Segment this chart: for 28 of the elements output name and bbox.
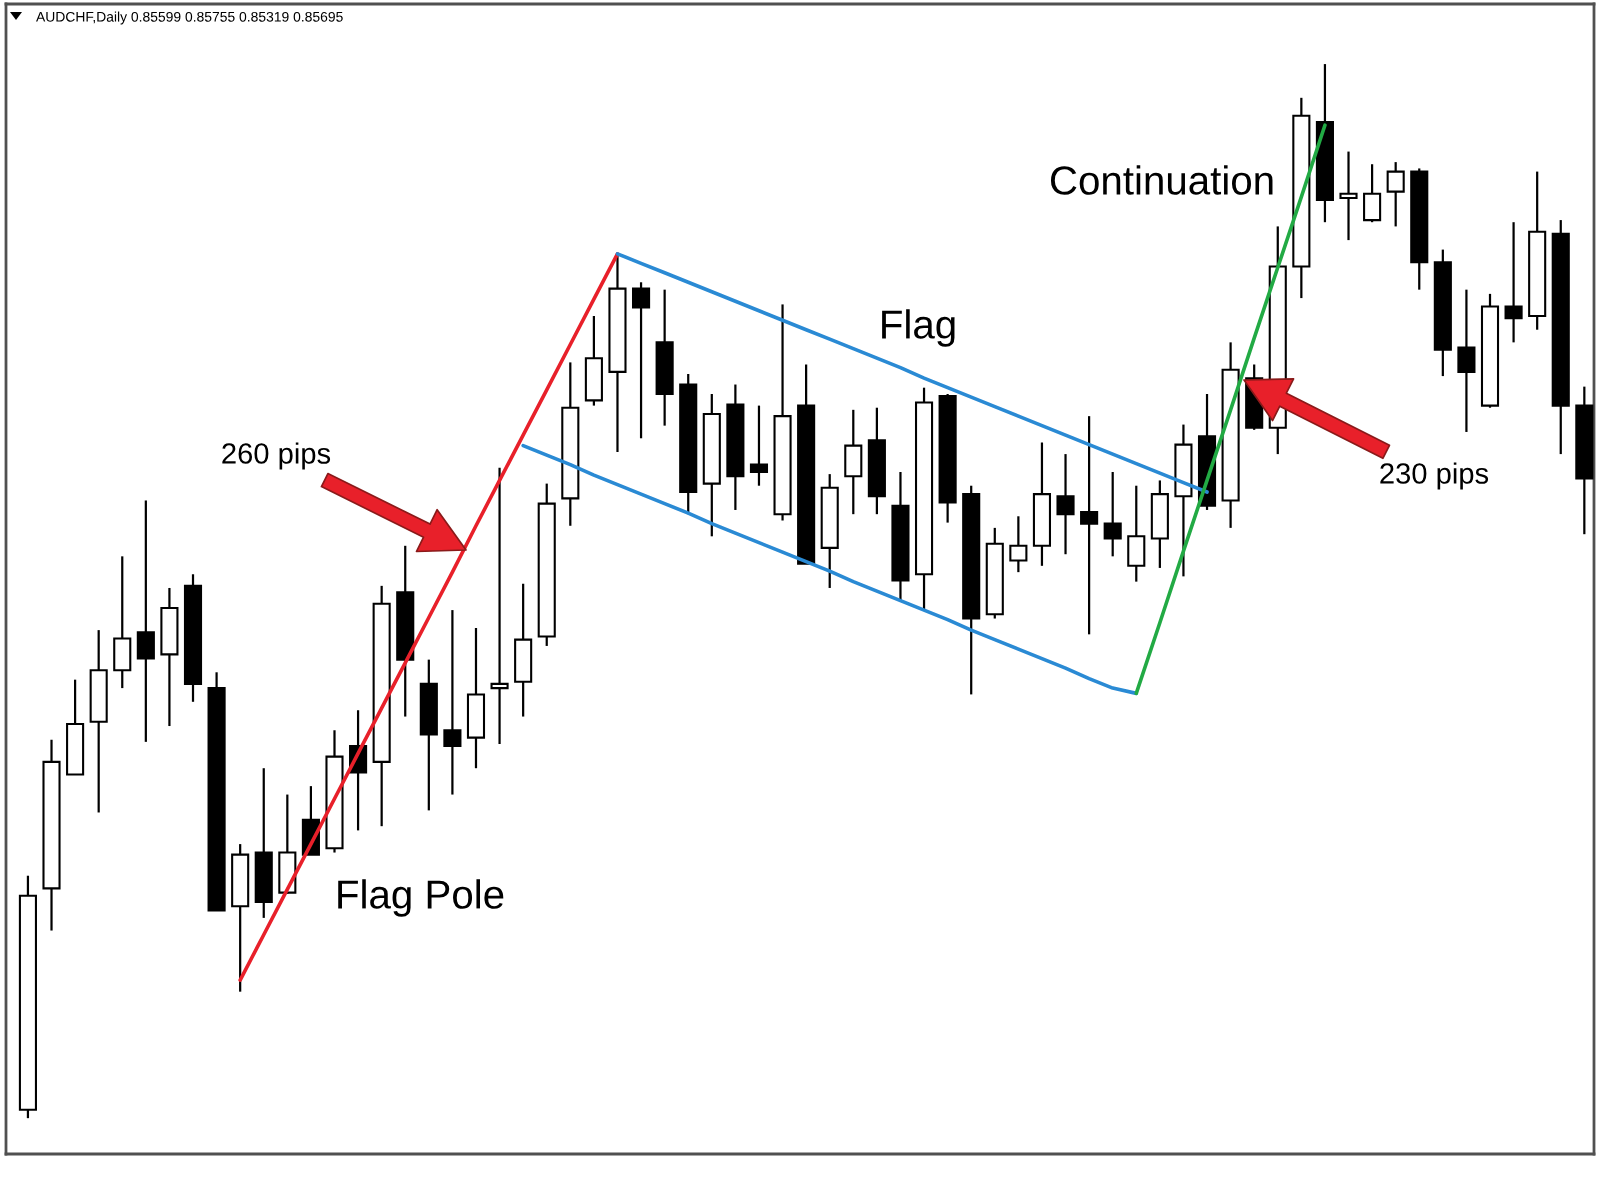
candlestick xyxy=(584,314,603,407)
candlestick xyxy=(490,466,509,746)
candlestick xyxy=(749,404,769,487)
annotation: Flag xyxy=(882,309,955,347)
candlestick xyxy=(1150,479,1169,570)
candlestick xyxy=(160,586,179,728)
candlestick xyxy=(1457,288,1476,434)
candlestick xyxy=(514,582,533,718)
candlestick xyxy=(1127,484,1146,583)
candlestick xyxy=(466,626,486,770)
annotation: Flag Pole xyxy=(338,879,504,917)
candlestick xyxy=(443,608,462,796)
annotation: Continuation xyxy=(1050,165,1273,195)
annotation: 260 pips xyxy=(222,442,331,470)
candlestick xyxy=(1080,415,1099,636)
candlestick xyxy=(632,281,651,440)
annotation: 230 pips xyxy=(1380,462,1489,490)
candlestick xyxy=(1009,515,1028,574)
candlestick xyxy=(136,499,155,743)
candlestick xyxy=(113,555,132,690)
candlestick xyxy=(1103,470,1122,558)
candlestick xyxy=(1339,150,1358,242)
candlestick xyxy=(1386,161,1405,228)
candlestick xyxy=(278,793,297,895)
candlestick xyxy=(1056,452,1075,556)
candlestick xyxy=(844,408,863,516)
candlestick xyxy=(1504,221,1523,344)
candlestick xyxy=(1363,163,1382,224)
